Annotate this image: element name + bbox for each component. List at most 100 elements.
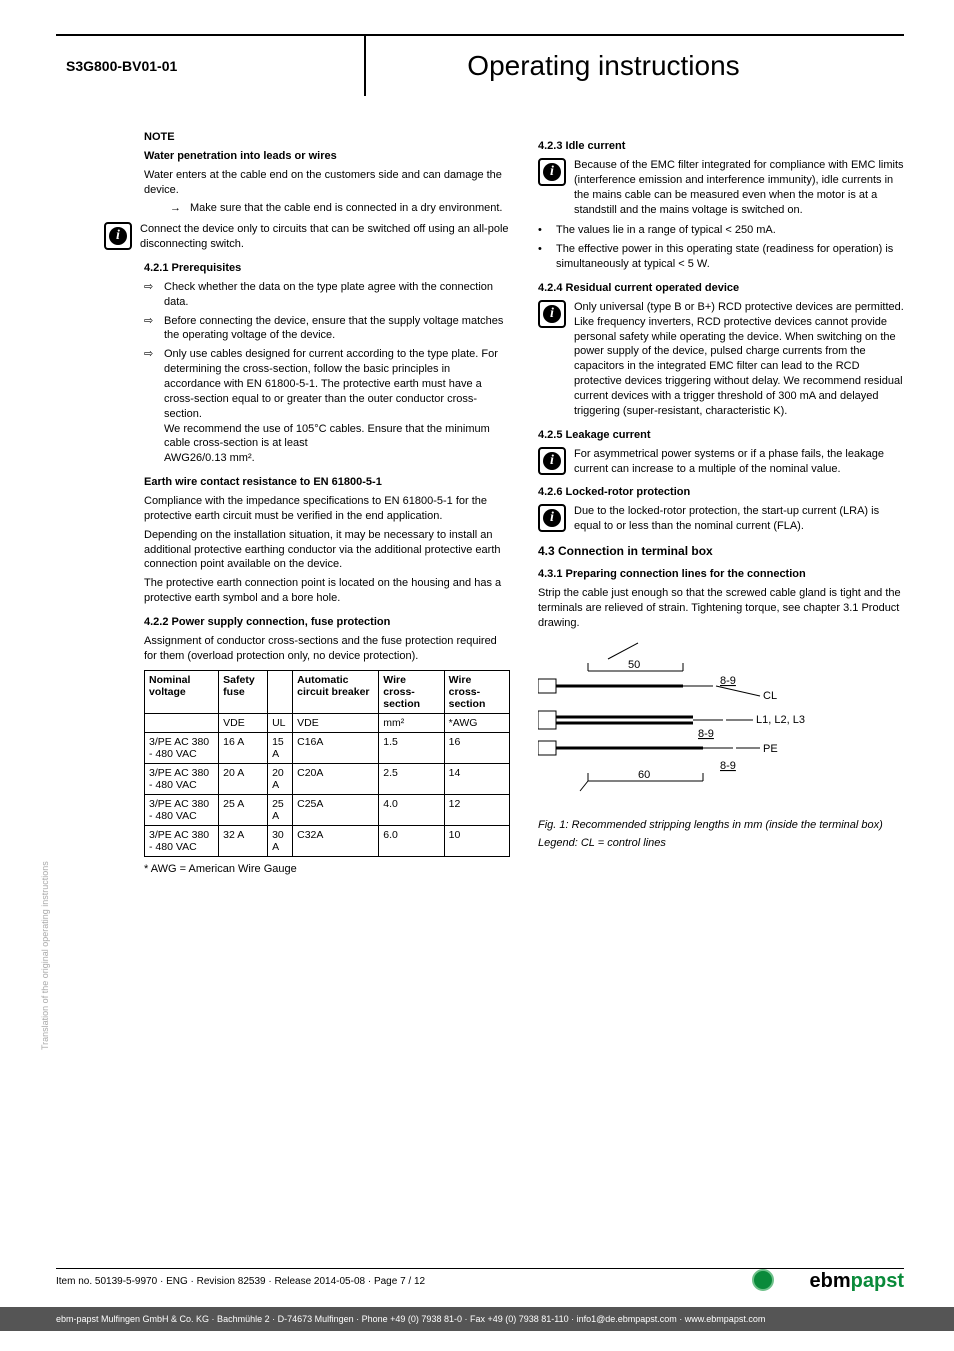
section-425: 4.2.5 Leakage current <box>538 429 904 441</box>
td: C25A <box>293 794 379 825</box>
td: 25 A <box>268 794 293 825</box>
td: 12 <box>444 794 509 825</box>
note-label: NOTE <box>144 130 510 145</box>
td: mm² <box>379 713 444 732</box>
awg-note: * AWG = American Wire Gauge <box>144 863 510 875</box>
th: Nominal voltage <box>145 670 219 713</box>
earth-heading: Earth wire contact resistance to EN 6180… <box>144 476 510 488</box>
td: 16 A <box>219 732 268 763</box>
section-431: 4.3.1 Preparing connection lines for the… <box>538 568 904 580</box>
table-row: 3/PE AC 380 - 480 VAC20 A20 AC20A2.514 <box>145 763 510 794</box>
info-text: Connect the device only to circuits that… <box>140 222 510 252</box>
green-badge-icon <box>752 1269 774 1291</box>
td: C32A <box>293 825 379 856</box>
strip-1: 8-9 <box>720 675 736 687</box>
note-body: Water enters at the cable end on the cus… <box>144 168 510 198</box>
arrow-icon: → <box>170 201 184 216</box>
arrow-icon: ⇨ <box>144 280 158 310</box>
note-arrow-text: Make sure that the cable end is connecte… <box>190 201 510 216</box>
table-subheader-row: VDE UL VDE mm² *AWG <box>145 713 510 732</box>
arrow-icon: ⇨ <box>144 314 158 344</box>
dim-top: 50 <box>628 659 640 671</box>
section-423-b1: The values lie in a range of typical < 2… <box>556 223 904 238</box>
td: 3/PE AC 380 - 480 VAC <box>145 794 219 825</box>
td: 3/PE AC 380 - 480 VAC <box>145 732 219 763</box>
td: 20 A <box>219 763 268 794</box>
main-title: Operating instructions <box>467 50 739 82</box>
right-column: 4.2.3 Idle current Because of the EMC fi… <box>538 130 904 875</box>
td: 1.5 <box>379 732 444 763</box>
earth-p2: Depending on the installation situation,… <box>144 528 510 573</box>
section-426-info: Due to the locked-rotor protection, the … <box>574 504 904 534</box>
td: C16A <box>293 732 379 763</box>
prereq-2: Before connecting the device, ensure tha… <box>164 314 510 344</box>
th: Wire cross-section <box>379 670 444 713</box>
td: 3/PE AC 380 - 480 VAC <box>145 763 219 794</box>
footer-item-no: Item no. 50139-5-9970 · ENG · Revision 8… <box>56 1276 425 1287</box>
logo: ebmpapst <box>810 1270 904 1293</box>
logo-part1: ebm <box>810 1270 851 1292</box>
bullet-icon: • <box>538 223 548 238</box>
section-424: 4.2.4 Residual current operated device <box>538 282 904 294</box>
section-424-info: Only universal (type B or B+) RCD protec… <box>574 300 904 419</box>
bullet-icon: • <box>538 242 548 272</box>
td: 4.0 <box>379 794 444 825</box>
td: 14 <box>444 763 509 794</box>
td: UL <box>268 713 293 732</box>
th: Safety fuse <box>219 670 268 713</box>
doc-code: S3G800-BV01-01 <box>66 58 177 74</box>
side-rotated-text: Translation of the original operating in… <box>40 861 50 1050</box>
section-421: 4.2.1 Prerequisites <box>144 262 510 274</box>
td: 25 A <box>219 794 268 825</box>
td: *AWG <box>444 713 509 732</box>
table-row: 3/PE AC 380 - 480 VAC32 A30 AC32A6.010 <box>145 825 510 856</box>
table-row: 3/PE AC 380 - 480 VAC16 A15 AC16A1.516 <box>145 732 510 763</box>
table-header-row: Nominal voltage Safety fuse Automatic ci… <box>145 670 510 713</box>
td: 16 <box>444 732 509 763</box>
section-425-info: For asymmetrical power systems or if a p… <box>574 447 904 477</box>
prereq-3b: We recommend the use of 105°C cables. En… <box>164 422 510 452</box>
td: C20A <box>293 763 379 794</box>
td: 32 A <box>219 825 268 856</box>
stripping-diagram: 50 8-9 CL 8-9 L1, L2, L3 PE 8-9 <box>538 641 818 811</box>
section-423: 4.2.3 Idle current <box>538 140 904 152</box>
prereq-3c: AWG26/0.13 mm². <box>164 451 510 466</box>
td: 2.5 <box>379 763 444 794</box>
label-l: L1, L2, L3 <box>756 714 805 726</box>
earth-p3: The protective earth connection point is… <box>144 576 510 606</box>
section-426: 4.2.6 Locked-rotor protection <box>538 486 904 498</box>
strip-3: 8-9 <box>720 760 736 772</box>
prereq-3a: Only use cables designed for current acc… <box>164 347 510 421</box>
td: 30 A <box>268 825 293 856</box>
td: 10 <box>444 825 509 856</box>
label-pe: PE <box>763 743 778 755</box>
info-icon <box>104 222 132 250</box>
header-separator <box>364 36 366 96</box>
td: 3/PE AC 380 - 480 VAC <box>145 825 219 856</box>
section-431-p: Strip the cable just enough so that the … <box>538 586 904 631</box>
section-422-p: Assignment of conductor cross-sections a… <box>144 634 510 664</box>
th: Automatic circuit breaker <box>293 670 379 713</box>
earth-p1: Compliance with the impedance specificat… <box>144 494 510 524</box>
section-423-b2: The effective power in this operating st… <box>556 242 904 272</box>
info-icon <box>538 158 566 186</box>
td: 15 A <box>268 732 293 763</box>
section-423-info: Because of the EMC filter integrated for… <box>574 158 904 217</box>
th <box>268 670 293 713</box>
logo-part2: papst <box>851 1270 904 1292</box>
td: VDE <box>219 713 268 732</box>
td: VDE <box>293 713 379 732</box>
figure-legend: Legend: CL = control lines <box>538 836 904 851</box>
left-column: NOTE Water penetration into leads or wir… <box>144 130 510 875</box>
info-icon <box>538 447 566 475</box>
bottom-band: ebm-papst Mulfingen GmbH & Co. KG · Bach… <box>0 1307 954 1331</box>
section-43: 4.3 Connection in terminal box <box>538 544 904 558</box>
th: Wire cross-section <box>444 670 509 713</box>
prereq-1: Check whether the data on the type plate… <box>164 280 510 310</box>
dim-bottom: 60 <box>638 769 650 781</box>
fuse-table: Nominal voltage Safety fuse Automatic ci… <box>144 670 510 857</box>
info-icon <box>538 504 566 532</box>
section-422: 4.2.2 Power supply connection, fuse prot… <box>144 616 510 628</box>
label-cl: CL <box>763 690 777 702</box>
info-icon <box>538 300 566 328</box>
